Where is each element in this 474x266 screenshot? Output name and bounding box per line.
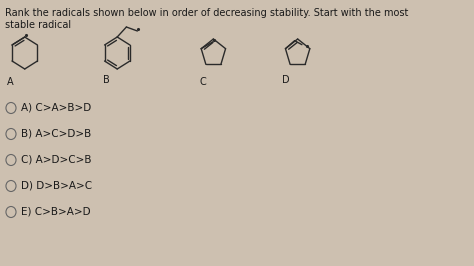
Text: E) C>B>A>D: E) C>B>A>D [20,207,90,217]
Text: A) C>A>B>D: A) C>A>B>D [20,103,91,113]
Text: B) A>C>D>B: B) A>C>D>B [20,129,91,139]
Text: Rank the radicals shown below in order of decreasing stability. Start with the m: Rank the radicals shown below in order o… [5,8,408,18]
Text: stable radical: stable radical [5,20,71,30]
Text: C) A>D>C>B: C) A>D>C>B [20,155,91,165]
Text: A: A [7,77,14,87]
Text: B: B [103,75,110,85]
Text: D: D [282,75,290,85]
Text: D) D>B>A>C: D) D>B>A>C [20,181,92,191]
Text: C: C [200,77,206,87]
